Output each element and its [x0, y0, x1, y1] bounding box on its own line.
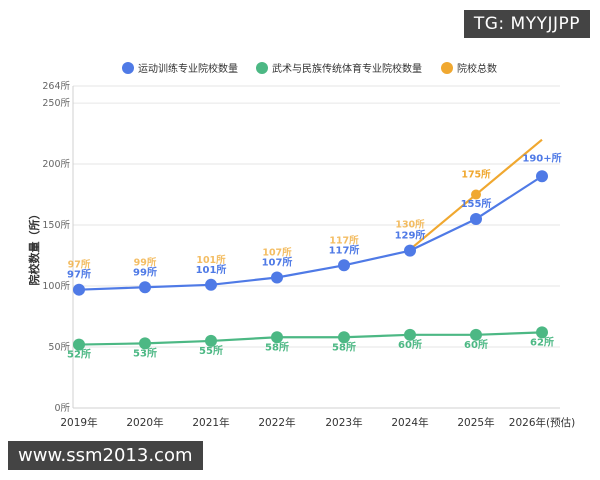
data-point-training [338, 259, 350, 272]
data-label-training: 117所 [329, 243, 360, 256]
x-tick-label: 2021年 [192, 416, 229, 429]
data-label-total: 97所 [68, 259, 91, 271]
data-label-training: 190+所 [522, 151, 561, 164]
y-tick-label: 0所 [54, 403, 70, 414]
data-point-training [536, 170, 548, 183]
data-label-wushu: 53所 [133, 346, 157, 359]
data-point-wushu [139, 337, 151, 350]
data-label-wushu: 58所 [332, 340, 356, 353]
data-label-training: 129所 [395, 229, 426, 242]
y-tick-label: 50所 [48, 342, 70, 353]
data-label-total: 175所 [461, 169, 491, 181]
data-point-wushu [73, 338, 85, 351]
data-label-wushu: 52所 [67, 348, 91, 361]
legend-label: 武术与民族传统体育专业院校数量 [272, 62, 422, 75]
data-label-wushu: 60所 [398, 338, 422, 351]
x-tick-label: 2022年 [258, 416, 295, 429]
legend-marker [256, 62, 268, 74]
data-label-wushu: 55所 [199, 344, 223, 357]
y-tick-label: 200所 [42, 159, 70, 170]
x-tick-label: 2024年 [391, 416, 428, 429]
x-tick-label: 2023年 [325, 416, 362, 429]
series-line [78, 331, 543, 346]
data-label-training: 97所 [67, 268, 91, 281]
data-point-training [139, 281, 151, 294]
x-tick-label: 2020年 [126, 416, 163, 429]
x-tick-label: 2019年 [60, 416, 97, 429]
data-point-wushu [271, 331, 283, 344]
data-point-wushu [536, 326, 548, 339]
data-point-wushu [338, 331, 350, 344]
legend-label: 院校总数 [457, 62, 497, 75]
y-tick-label: 264所 [42, 81, 70, 92]
data-label-wushu: 58所 [265, 340, 289, 353]
data-label-training: 101所 [196, 263, 227, 276]
data-label-total: 130所 [395, 218, 425, 230]
y-tick-label: 150所 [42, 220, 70, 231]
y-tick-label: 250所 [42, 98, 70, 109]
data-point-wushu [205, 334, 217, 347]
data-point-training [404, 244, 416, 257]
series-line [78, 175, 543, 291]
data-label-wushu: 62所 [530, 335, 554, 348]
x-tick-label: 2026年(预估) [509, 416, 575, 429]
y-tick-label: 100所 [42, 281, 70, 292]
legend-marker [122, 62, 134, 74]
data-point-training [271, 271, 283, 284]
data-label-total: 107所 [262, 246, 292, 258]
watermark-site: www.ssm2013.com [8, 441, 203, 470]
data-label-total: 117所 [329, 234, 359, 246]
data-label-total: 99所 [134, 256, 157, 268]
watermark-tg: TG: MYYJJPP [463, 10, 590, 38]
data-point-wushu [470, 328, 482, 341]
data-point-training [205, 278, 217, 291]
y-axis-title: 院校数量（所） [27, 209, 41, 286]
legend-marker [441, 62, 453, 74]
x-tick-label: 2025年 [457, 416, 494, 429]
data-label-training: 155所 [461, 197, 492, 210]
legend-label: 运动训练专业院校数量 [138, 62, 238, 75]
data-label-total: 101所 [196, 254, 226, 266]
data-label-training: 107所 [262, 255, 293, 268]
data-point-total [471, 189, 481, 200]
data-point-wushu [404, 328, 416, 341]
data-point-training [470, 212, 482, 225]
data-point-training [73, 283, 85, 296]
data-label-training: 99所 [133, 265, 157, 278]
data-label-wushu: 60所 [464, 338, 488, 351]
